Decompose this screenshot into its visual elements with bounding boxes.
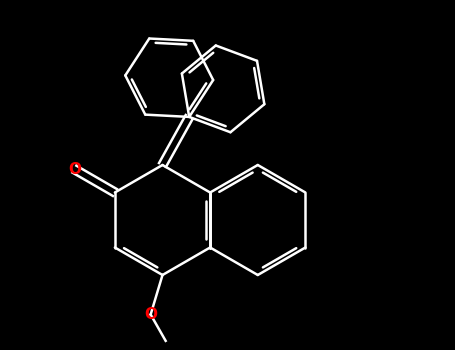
Text: O: O bbox=[144, 307, 157, 322]
Text: O: O bbox=[68, 162, 81, 177]
